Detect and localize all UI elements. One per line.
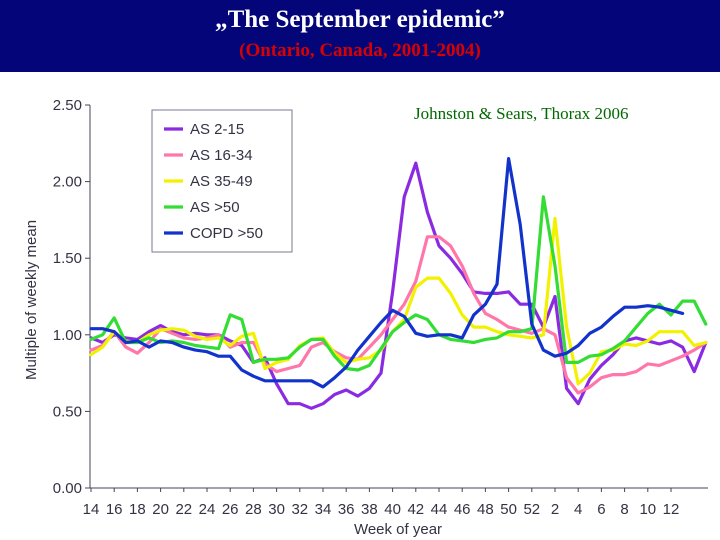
- x-tick-label: 12: [663, 501, 680, 518]
- x-tick-label: 46: [454, 501, 471, 518]
- x-tick-label: 2: [551, 501, 559, 518]
- x-tick-label: 42: [407, 501, 424, 518]
- x-tick-label: 50: [500, 501, 517, 518]
- x-tick-label: 52: [523, 501, 540, 518]
- slide-title: „The September epidemic”: [215, 6, 505, 33]
- x-tick-label: 34: [315, 501, 332, 518]
- x-tick-label: 8: [620, 501, 628, 518]
- x-tick-label: 18: [129, 501, 146, 518]
- x-tick-label: 4: [574, 501, 582, 518]
- y-tick-label: 2.00: [53, 174, 82, 191]
- legend-label: COPD >50: [190, 225, 263, 242]
- y-tick-label: 0.50: [53, 403, 82, 420]
- x-tick-label: 20: [152, 501, 169, 518]
- y-tick-label: 0.00: [53, 480, 82, 497]
- x-tick-label: 14: [83, 501, 100, 518]
- x-tick-label: 28: [245, 501, 262, 518]
- x-tick-label: 26: [222, 501, 239, 518]
- legend-label: AS 35-49: [190, 173, 253, 190]
- x-axis-label: Week of year: [354, 521, 442, 538]
- x-tick-label: 16: [106, 501, 123, 518]
- legend-label: AS 2-15: [190, 121, 244, 138]
- series-line-5: [89, 157, 685, 389]
- x-tick-label: 10: [639, 501, 656, 518]
- x-tick-label: 48: [477, 501, 494, 518]
- x-tick-label: 30: [268, 501, 285, 518]
- y-tick-label: 1.50: [53, 250, 82, 267]
- citation: Johnston & Sears, Thorax 2006: [414, 104, 629, 123]
- x-tick-label: 36: [338, 501, 355, 518]
- y-tick-label: 2.50: [53, 97, 82, 114]
- y-tick-label: 1.00: [53, 327, 82, 344]
- x-tick-label: 38: [361, 501, 378, 518]
- x-tick-label: 40: [384, 501, 401, 518]
- x-tick-label: 32: [291, 501, 308, 518]
- y-axis-label: Multiple of weekly mean: [23, 220, 40, 380]
- series-line-4: [89, 195, 708, 372]
- legend-label: AS 16-34: [190, 147, 253, 164]
- x-tick-label: 22: [175, 501, 192, 518]
- x-tick-label: 6: [597, 501, 605, 518]
- legend-label: AS >50: [190, 199, 240, 216]
- x-tick-label: 44: [431, 501, 448, 518]
- title-bar: „The September epidemic” (Ontario, Canad…: [0, 0, 720, 72]
- x-tick-label: 24: [199, 501, 216, 518]
- slide-subtitle: (Ontario, Canada, 2001-2004): [239, 40, 481, 61]
